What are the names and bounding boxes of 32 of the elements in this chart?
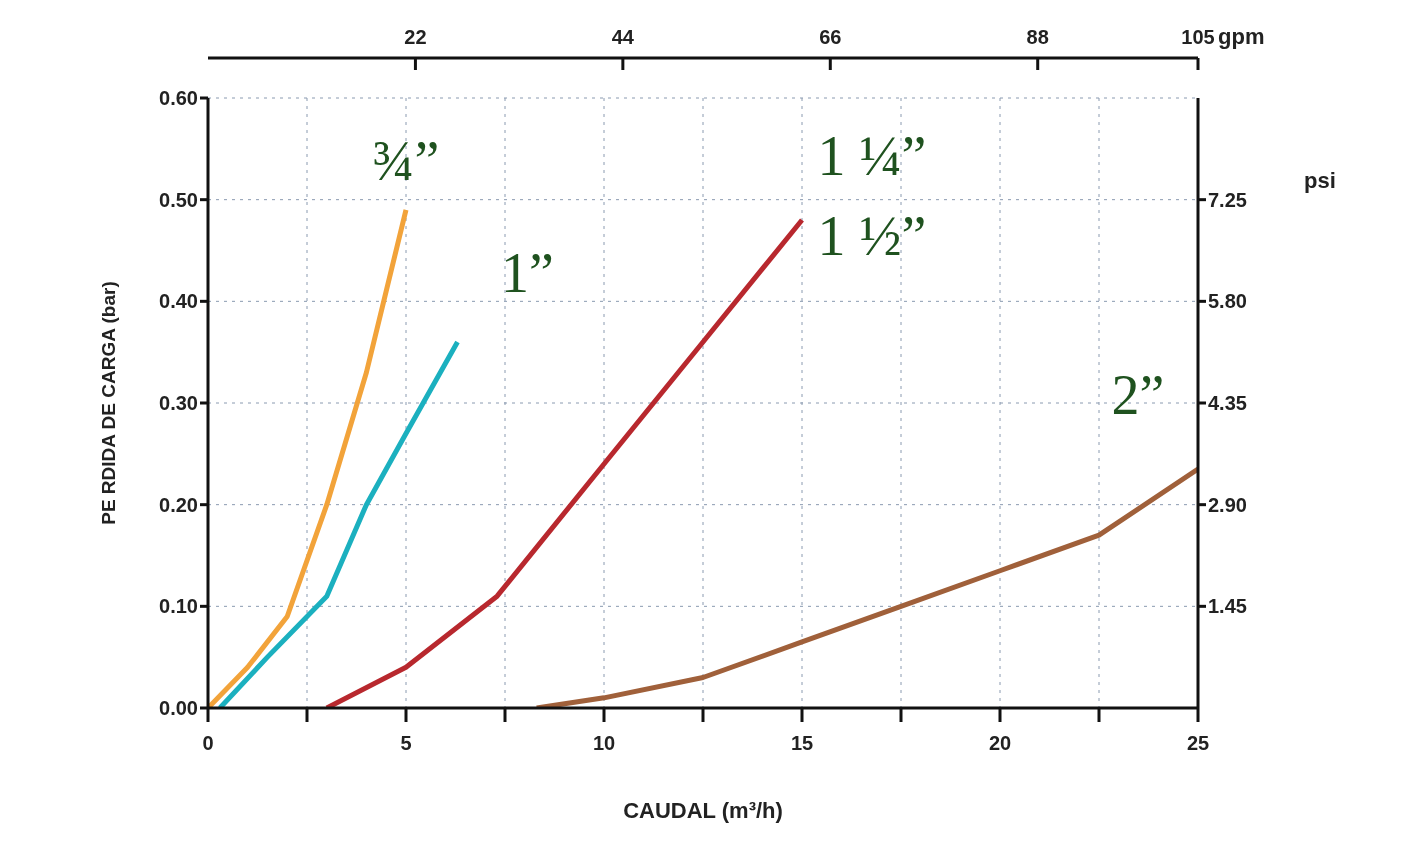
- x2-tick-label: 88: [1026, 26, 1049, 48]
- x-tick-label: 10: [592, 732, 616, 755]
- y2-tick-label: 2.90: [1208, 493, 1247, 516]
- series-label: 2”: [1111, 364, 1165, 427]
- x2-tick-label: 22: [404, 26, 427, 48]
- series-label: 1 ¼”: [817, 125, 927, 187]
- y-tick-label: 0.20: [159, 493, 198, 516]
- x2-tick-label: 105: [1181, 26, 1215, 48]
- x-tick-label: 5: [400, 732, 412, 755]
- y2-tick-label: 5.80: [1208, 290, 1247, 313]
- y2-tick-label: 7.25: [1208, 188, 1247, 211]
- x-axis-title: CAUDAL (m³/h): [623, 798, 783, 823]
- x-tick-label: 25: [1186, 732, 1210, 755]
- annotation: 1 ½”: [817, 205, 927, 267]
- x2-axis-title: gpm: [1218, 24, 1265, 49]
- x-tick-label: 0: [202, 732, 214, 755]
- y-tick-label: 0.50: [159, 188, 198, 211]
- x2-tick-label: 66: [819, 26, 842, 48]
- series-label: ¾”: [372, 129, 440, 192]
- y-tick-label: 0.00: [159, 697, 198, 720]
- series-label: 1”: [501, 242, 554, 304]
- x-tick-label: 20: [988, 732, 1012, 755]
- x-tick-label: 15: [790, 732, 814, 755]
- y-tick-label: 0.40: [159, 290, 198, 313]
- y2-tick-label: 1.45: [1208, 595, 1247, 618]
- x2-tick-label: 44: [611, 26, 635, 48]
- y-tick-label: 0.30: [159, 392, 198, 415]
- y-tick-label: 0.60: [159, 87, 198, 110]
- y-axis-title: PE RDIDA DE CARGA (bar): [97, 281, 119, 525]
- y2-tick-label: 4.35: [1208, 392, 1247, 415]
- y2-axis-title: psi: [1304, 168, 1336, 194]
- y-tick-label: 0.10: [159, 595, 198, 618]
